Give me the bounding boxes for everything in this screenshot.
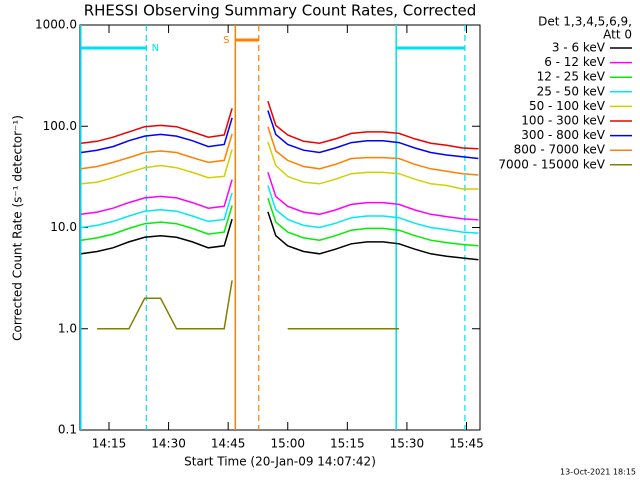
legend-title: Att 0 [603, 28, 632, 42]
x-tick-label: 14:30 [151, 437, 186, 451]
interval-label: N [152, 43, 159, 54]
footer: 13-Oct-2021 18:15 [560, 468, 636, 477]
y-tick-label: 0.1 [58, 423, 77, 437]
series-line [97, 280, 399, 330]
series-line [81, 172, 479, 221]
x-tick-label: 14:15 [92, 437, 127, 451]
y-tick-label: 1.0 [58, 321, 77, 335]
x-tick-label: 15:00 [270, 437, 305, 451]
series-line [81, 126, 479, 176]
series-line [81, 197, 479, 247]
series-line [81, 100, 479, 150]
legend-title: Det 1,3,4,5,6,9, [538, 15, 632, 29]
legend-label: 100 - 300 keV [521, 114, 605, 128]
x-tick-label: 15:30 [390, 437, 425, 451]
series-line [81, 211, 479, 261]
x-tick-label: 15:45 [449, 437, 484, 451]
series-line [81, 141, 479, 190]
legend-label: 7000 - 15000 keV [498, 157, 605, 171]
legend-label: 25 - 50 keV [537, 84, 606, 98]
interval-label: S [223, 35, 229, 46]
y-axis-label: Corrected Count Rate (s⁻¹ detector⁻¹) [11, 115, 25, 341]
legend-label: 3 - 6 keV [552, 41, 606, 55]
y-tick-label: 100.0 [43, 119, 77, 133]
legend-label: 800 - 7000 keV [514, 143, 606, 157]
legend-label: 300 - 800 keV [521, 128, 605, 142]
x-tick-label: 14:45 [211, 437, 246, 451]
series-line [81, 185, 479, 234]
y-tick-label: 1000.0 [35, 18, 77, 32]
legend-label: 12 - 25 keV [537, 70, 606, 84]
x-axis-label: Start Time (20-Jan-09 14:07:42) [184, 455, 376, 469]
legend-label: 50 - 100 keV [529, 99, 606, 113]
series-line [81, 110, 479, 160]
y-tick-label: 10.0 [50, 220, 77, 234]
x-tick-label: 15:15 [330, 437, 365, 451]
legend-label: 6 - 12 keV [544, 55, 606, 69]
chart-title: RHESSI Observing Summary Count Rates, Co… [84, 2, 477, 20]
